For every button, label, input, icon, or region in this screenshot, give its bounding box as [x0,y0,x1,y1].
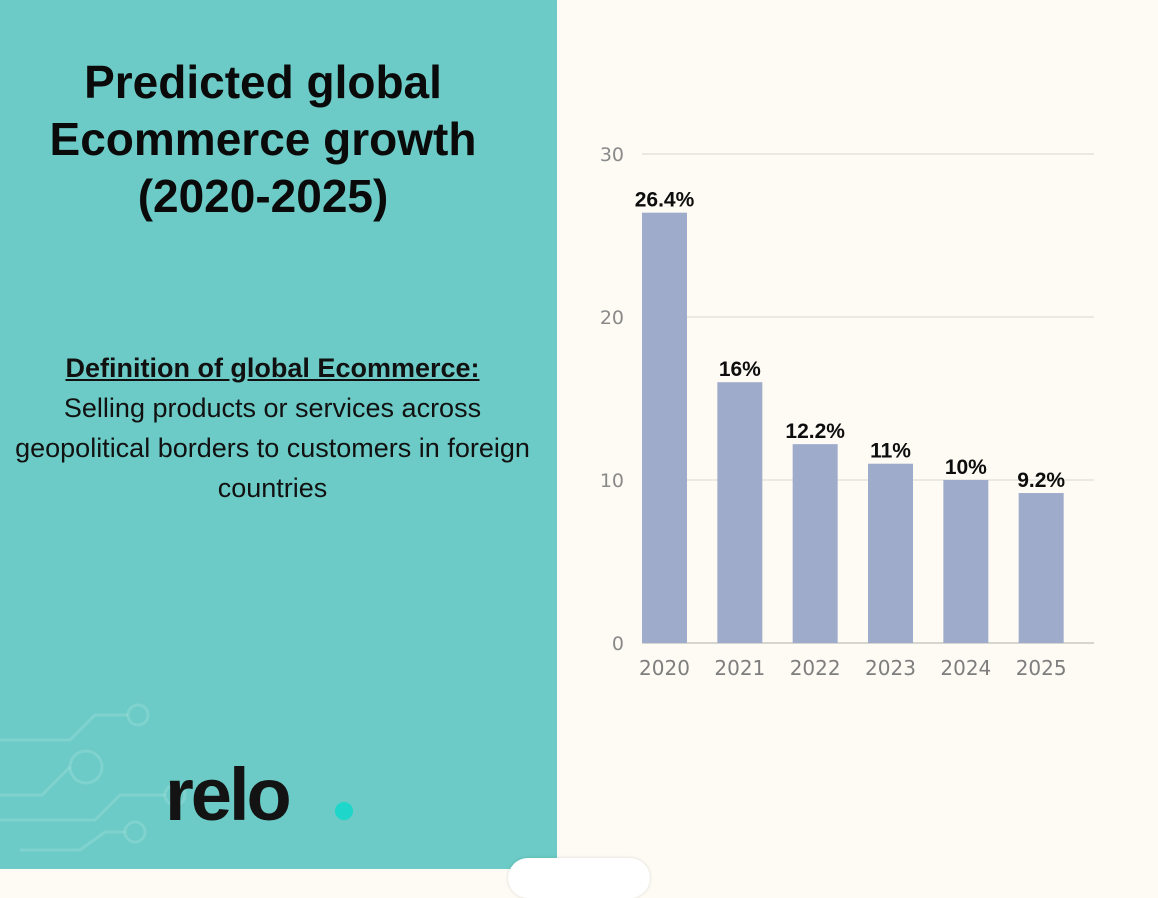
bar-2020 [642,212,687,643]
y-tick-label: 10 [600,470,624,492]
chart-panel: 0 10 20 30 26.4% 2020 16% 2021 12.2% 2022 11% 2023 1… [557,0,1158,869]
data-label: 10% [945,456,987,479]
y-tick-label: 0 [612,633,624,655]
left-panel: Predicted global Ecommerce growth (2020-… [0,0,557,869]
definition-body: Selling products or services across geop… [15,393,530,503]
definition-heading: Definition of global Ecommerce: [65,353,480,383]
x-tick-label: 2021 [714,656,765,680]
logo-dot-icon [335,802,353,820]
x-tick-label: 2025 [1016,656,1067,680]
relo-logo: relo [165,755,353,835]
x-tick-label: 2020 [639,656,690,680]
y-tick-label: 30 [600,144,624,166]
bar-2021 [717,382,763,643]
data-label: 12.2% [785,420,845,443]
title-line-3: (2020-2025) [137,170,389,222]
x-tick-label: 2023 [865,656,916,680]
data-label: 26.4% [635,189,695,212]
circuit-decoration-icon [0,703,187,852]
data-label: 11% [870,440,911,463]
x-tick-label: 2024 [940,656,991,680]
data-label: 16% [719,358,761,381]
bar-2024 [943,480,989,643]
x-tick-label: 2022 [790,656,841,680]
bar-2022 [792,444,838,643]
title-line-2: Ecommerce growth [49,113,477,165]
y-tick-label: 20 [600,307,624,329]
title-line-1: Predicted global [84,56,442,108]
page-title: Predicted global Ecommerce growth (2020-… [0,54,526,225]
bar-2025 [1018,493,1064,643]
logo-text: relo [165,755,290,835]
data-label: 9.2% [1017,469,1065,492]
definition-block: Definition of global Ecommerce: Selling … [0,348,545,508]
bar-2023 [868,463,913,643]
bar-chart: 0 10 20 30 26.4% 2020 16% 2021 12.2% 2022 11% 2023 1… [600,144,1094,680]
bottom-tab-handle[interactable] [508,858,650,898]
